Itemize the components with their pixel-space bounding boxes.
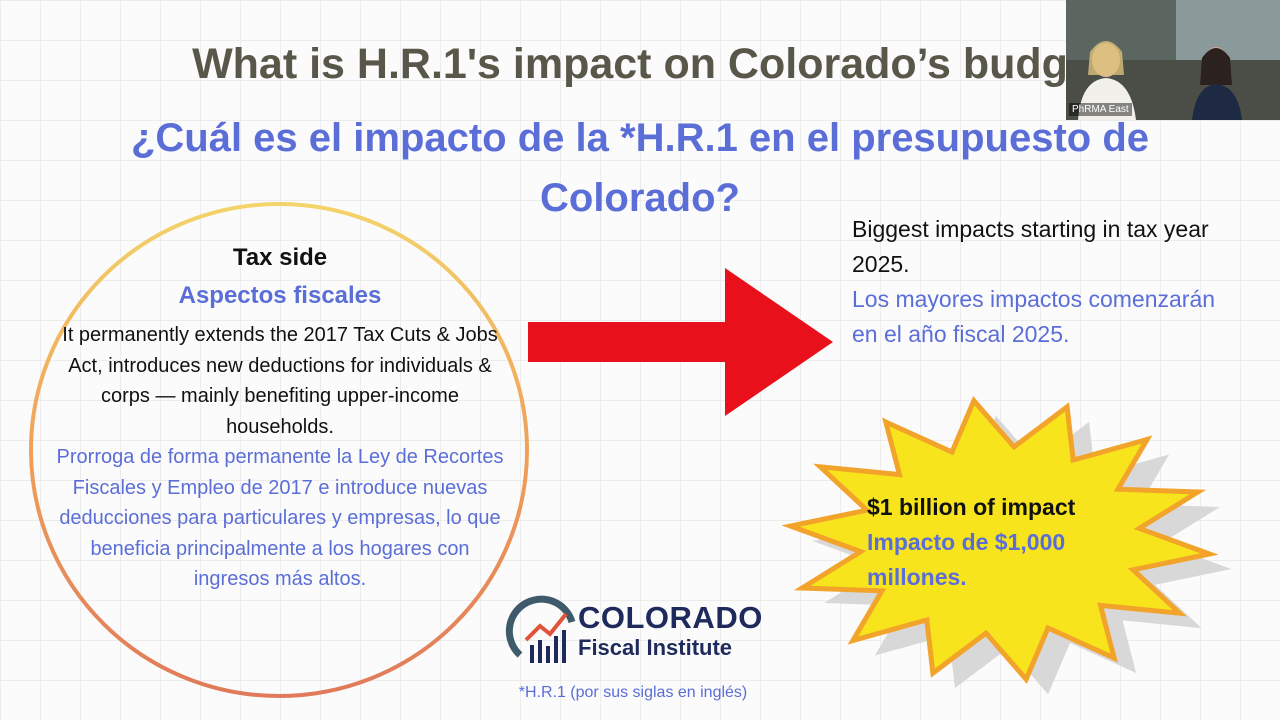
logo-sub: Fiscal Institute	[578, 635, 733, 660]
text: $1 billion of impact	[867, 494, 1076, 520]
right-text: Biggest impacts starting in tax year 202…	[852, 212, 1232, 352]
video-feed	[1066, 0, 1280, 120]
body: It permanently extends the 2017 Tax Cuts…	[62, 324, 498, 438]
title: What is H.R.1's impact on Colorado’s bud…	[192, 40, 1068, 88]
arrow	[528, 268, 833, 416]
text-es: Los mayores impactos comenzarán en el añ…	[852, 286, 1216, 347]
heading: Tax side	[232, 244, 328, 271]
starburst	[781, 396, 1219, 684]
burst-text: $1 billion of impact Impacto de $1,000 m…	[867, 490, 1147, 595]
logo-name: COLORADO	[578, 600, 763, 635]
text: Biggest impacts starting in tax year 202…	[852, 216, 1209, 277]
video-overlay: PhRMA East	[1066, 0, 1280, 120]
text-es: Impacto de $1,000 millones.	[867, 529, 1066, 590]
footnote: *H.R.1 (por sus siglas en inglés)	[518, 684, 748, 701]
body-es: Prorroga de forma permanente la Ley de R…	[56, 446, 504, 590]
video-label: PhRMA East	[1069, 103, 1132, 116]
subtitle: ¿Cuál es el impacto de la *H.R.1 en el p…	[130, 116, 1150, 220]
circle	[29, 202, 529, 698]
circle-text: Tax side Aspectos fiscales It permanentl…	[55, 240, 505, 595]
logo-icon	[505, 595, 576, 663]
heading-es: Aspectos fiscales	[178, 282, 382, 309]
